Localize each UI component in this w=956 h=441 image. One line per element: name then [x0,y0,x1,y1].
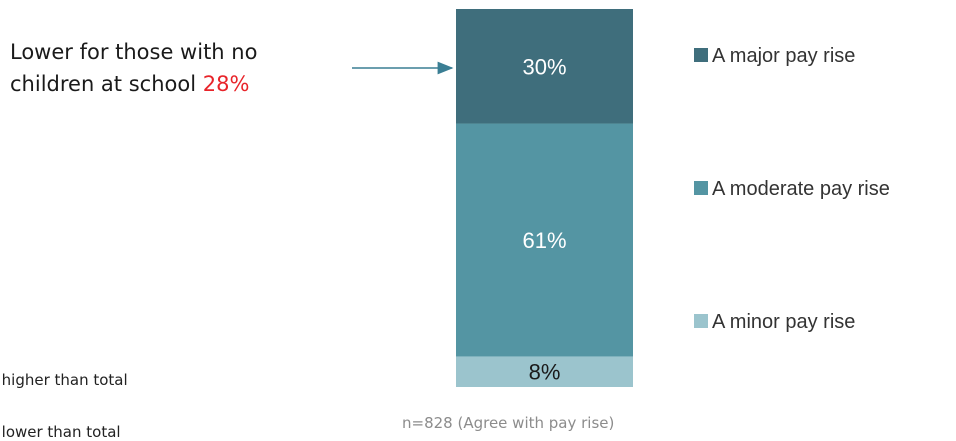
legend-swatch-1 [694,181,708,195]
sample-size-footnote: n=828 (Agree with pay rise) [402,414,615,432]
significance-lower-note: y lower than total [0,423,121,441]
legend-label-2: A minor pay rise [712,311,855,333]
legend-label-0: A major pay rise [712,45,855,67]
legend: A major pay rise A moderate pay rise A min… [694,45,890,333]
callout-text: Lower for those with no children at scho… [10,40,258,96]
bar-segments: 8% 61% 30% [456,9,633,387]
legend-swatch-0 [694,48,708,62]
callout-value: 28% [202,72,250,96]
bar-value-label-2: 30% [522,54,566,79]
legend-label-1: A moderate pay rise [712,178,890,200]
bar-segment-1 [456,123,633,357]
significance-higher-note: y higher than total [0,371,128,389]
bar-value-label-1: 61% [522,228,566,253]
legend-swatch-2 [694,314,708,328]
callout-annotation: Lower for those with no children at scho… [10,36,340,100]
bar-segment-0 [456,356,633,387]
bar-segment-2 [456,9,633,124]
bar-value-label-0: 8% [529,360,561,385]
